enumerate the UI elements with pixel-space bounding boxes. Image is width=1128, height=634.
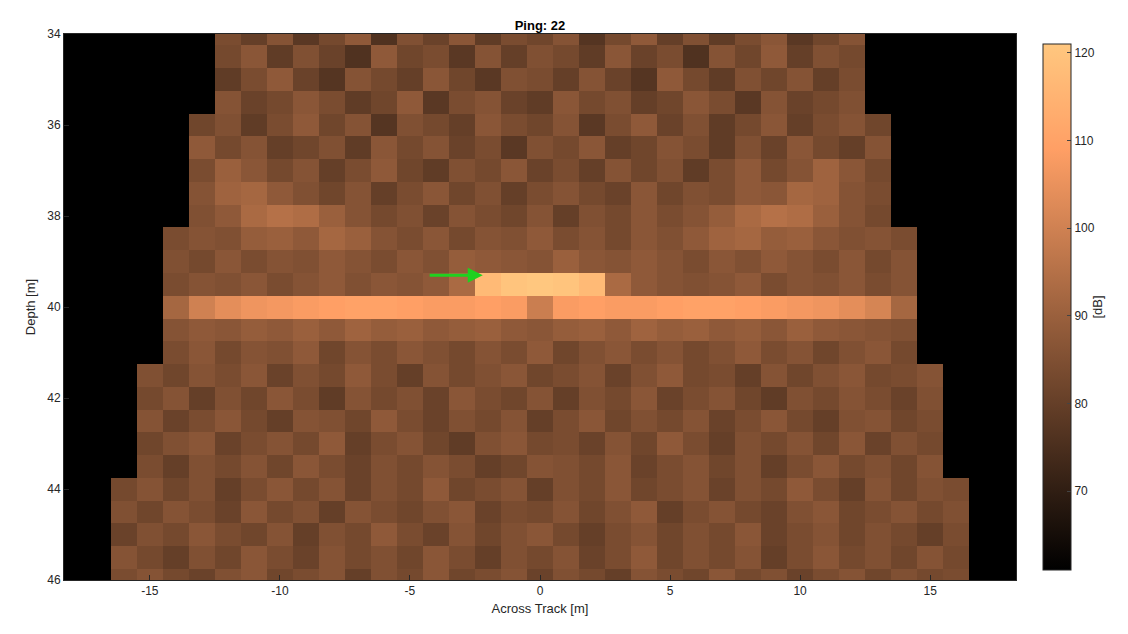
svg-text:15: 15	[923, 584, 937, 598]
svg-text:-5: -5	[405, 584, 416, 598]
svg-text:70: 70	[1074, 484, 1088, 498]
svg-text:42: 42	[47, 391, 61, 405]
svg-text:Across Track [m]: Across Track [m]	[492, 601, 589, 616]
svg-text:[dB]: [dB]	[1090, 295, 1105, 318]
svg-text:-10: -10	[271, 584, 289, 598]
svg-text:-15: -15	[141, 584, 159, 598]
svg-text:38: 38	[47, 209, 61, 223]
svg-text:5: 5	[667, 584, 674, 598]
svg-text:Depth [m]: Depth [m]	[23, 279, 38, 335]
svg-text:46: 46	[47, 573, 61, 587]
svg-text:110: 110	[1074, 134, 1093, 148]
svg-text:34: 34	[47, 27, 61, 41]
svg-text:100: 100	[1074, 221, 1094, 235]
svg-text:120: 120	[1074, 46, 1094, 60]
svg-text:90: 90	[1074, 309, 1088, 323]
svg-text:80: 80	[1074, 397, 1088, 411]
svg-text:44: 44	[47, 482, 61, 496]
svg-text:40: 40	[47, 300, 61, 314]
svg-text:36: 36	[47, 118, 61, 132]
svg-text:Ping: 22: Ping: 22	[515, 18, 566, 33]
svg-text:0: 0	[537, 584, 544, 598]
svg-text:10: 10	[793, 584, 807, 598]
